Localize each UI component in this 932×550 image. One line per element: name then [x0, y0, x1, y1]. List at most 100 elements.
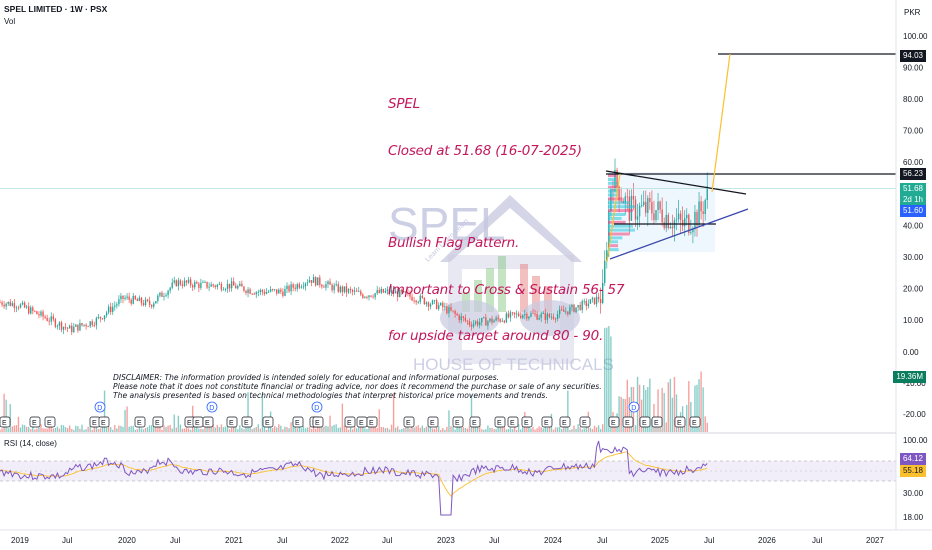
candle-body [206, 281, 208, 288]
candle-body [485, 317, 487, 326]
earnings-marker[interactable] [639, 416, 651, 428]
candle-body [624, 196, 626, 204]
volume-bar [663, 392, 665, 432]
earnings-marker[interactable] [29, 416, 41, 428]
earnings-marker[interactable] [427, 416, 439, 428]
earnings-marker[interactable] [651, 416, 663, 428]
volume-bar [112, 429, 114, 432]
candle-body [345, 286, 348, 293]
dividend-marker[interactable] [206, 401, 218, 413]
flag-lower-trendline[interactable] [609, 208, 749, 260]
candle-body [538, 317, 540, 320]
earnings-marker[interactable] [674, 416, 686, 428]
earnings-marker[interactable] [344, 416, 356, 428]
earnings-marker[interactable] [494, 416, 506, 428]
symbol-title[interactable]: SPEL LIMITED · 1W · PSX [4, 4, 108, 14]
volume-bar [364, 428, 366, 432]
earnings-marker[interactable] [98, 416, 110, 428]
volume-bar [276, 427, 278, 432]
dividend-marker[interactable] [628, 401, 640, 413]
dividend-marker[interactable] [94, 401, 106, 413]
earnings-marker-label: E [544, 420, 549, 427]
flagpole-line[interactable] [606, 173, 621, 263]
volume-bar [479, 424, 481, 432]
volume-bar [202, 429, 204, 432]
earnings-marker[interactable] [44, 416, 56, 428]
candle-body [85, 324, 87, 327]
volume-bar [671, 397, 674, 432]
earnings-marker-label: E [611, 420, 616, 427]
earnings-marker[interactable] [469, 416, 481, 428]
earnings-marker[interactable] [241, 416, 253, 428]
flag-upper-trendline[interactable] [605, 170, 747, 195]
candle-body [602, 282, 604, 304]
volume-bar [323, 426, 325, 432]
candle-body [189, 279, 192, 286]
earnings-marker[interactable] [452, 416, 464, 428]
earnings-marker[interactable] [507, 416, 519, 428]
volume-bar [343, 425, 346, 432]
candle-body [259, 290, 262, 292]
candle-body [282, 291, 284, 296]
volume-bar [667, 382, 669, 432]
projection-line[interactable] [711, 53, 731, 193]
price-tick-label: 10.00 [903, 316, 924, 325]
volume-bar [284, 426, 286, 432]
earnings-marker[interactable] [0, 416, 11, 428]
rsi-value-badge: 64.12 [899, 453, 926, 465]
volume-bar [435, 424, 438, 432]
volume-bar [448, 410, 450, 432]
volume-bar [431, 428, 434, 432]
earnings-marker[interactable] [608, 416, 620, 428]
earnings-marker-label: E [642, 420, 647, 427]
rsi-label[interactable]: RSI (14, close) [4, 439, 57, 448]
earnings-marker[interactable] [403, 416, 415, 428]
candle-body [647, 197, 649, 213]
earnings-marker[interactable] [579, 416, 591, 428]
volume-bar [183, 428, 186, 432]
candle-body [245, 290, 247, 294]
earnings-marker-label: E [369, 420, 374, 427]
volume-bar [497, 425, 499, 432]
volume-bar [517, 424, 520, 432]
candle-body [558, 309, 561, 315]
earnings-marker[interactable] [152, 416, 164, 428]
earnings-marker[interactable] [559, 416, 571, 428]
volume-bar [116, 428, 118, 432]
earnings-marker[interactable] [521, 416, 533, 428]
candle-body [702, 211, 704, 214]
earnings-marker-label: E [295, 420, 300, 427]
earnings-marker[interactable] [262, 416, 274, 428]
candle-body [71, 325, 73, 333]
candle-body [466, 320, 469, 322]
volume-bar [32, 424, 34, 432]
volume-bar [19, 427, 22, 432]
volume-bar [444, 429, 446, 432]
candle-body [587, 303, 590, 306]
earnings-marker[interactable] [312, 416, 324, 428]
volume-bar [339, 427, 341, 432]
candle-body [585, 300, 587, 306]
earnings-marker[interactable] [226, 416, 238, 428]
earnings-marker[interactable] [202, 416, 214, 428]
candle-body [302, 286, 305, 288]
event-markers[interactable]: EEEEEEEEEEEEEEEEEEEEEEEEEEEEEEEEEEEDDDD [0, 401, 701, 428]
earnings-marker[interactable] [134, 416, 146, 428]
earnings-marker[interactable] [366, 416, 378, 428]
volume-bar [17, 416, 20, 432]
volume-bar [544, 427, 546, 432]
earnings-marker[interactable] [292, 416, 304, 428]
earnings-marker[interactable] [622, 416, 634, 428]
volume-bar [210, 424, 212, 432]
earnings-marker[interactable] [541, 416, 553, 428]
volume-bar [118, 425, 120, 432]
price-candles [0, 158, 708, 336]
candle-body [292, 284, 294, 288]
earnings-marker[interactable] [689, 416, 701, 428]
candle-body [280, 289, 282, 292]
dividend-marker[interactable] [311, 401, 323, 413]
volume-bar [105, 427, 108, 432]
candle-body [700, 201, 702, 212]
